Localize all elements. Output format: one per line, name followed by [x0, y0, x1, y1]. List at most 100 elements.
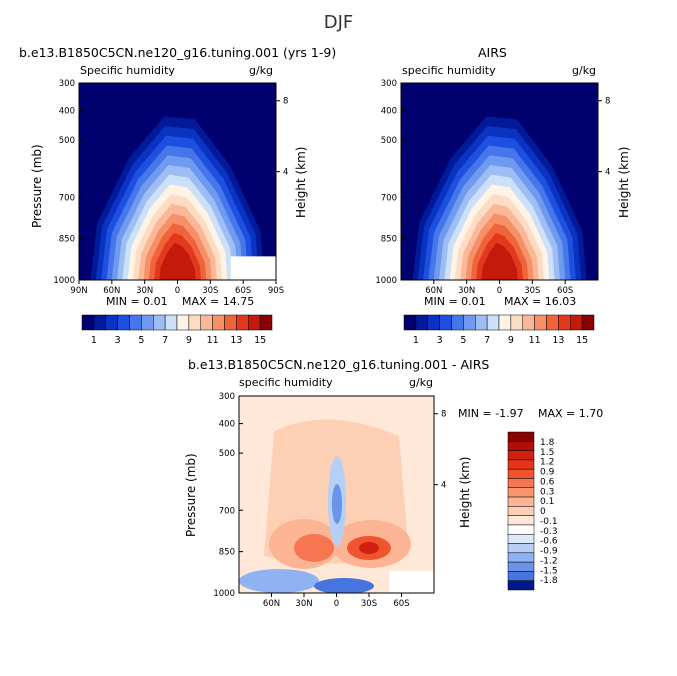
panel3-variable: specific humidity: [239, 376, 333, 389]
colorbar-label: -0.1: [540, 517, 558, 527]
colorbar-panel2: 1 3 5 7 9 11 13 15: [403, 314, 595, 346]
x-tick-label: 30S: [361, 599, 377, 609]
colorbar-swatch: [507, 561, 535, 572]
x-tick-label: 30N: [295, 599, 312, 609]
y-tick-label: 500: [219, 449, 235, 459]
colorbar-label: 5: [460, 335, 466, 346]
y2-tick-label: 8: [441, 410, 446, 420]
colorbar-label: -0.3: [540, 527, 558, 537]
x-tick-label: 60N: [425, 286, 442, 296]
colorbar-swatch: [212, 314, 225, 331]
y-tick-label: 850: [381, 235, 397, 245]
colorbar-label: -1.5: [540, 566, 558, 576]
colorbar-swatch: [141, 314, 154, 331]
colorbar-swatch: [200, 314, 213, 331]
panel1-max: MAX = 14.75: [182, 295, 255, 308]
colorbar-swatch: [427, 314, 440, 331]
colorbar-swatch: [522, 314, 535, 331]
panel2-min: MIN = 0.01: [424, 295, 486, 308]
y-tick-label: 400: [59, 107, 75, 117]
colorbar-swatch: [129, 314, 142, 331]
x-tick-label: 60N: [263, 599, 280, 609]
colorbar-swatch: [570, 314, 583, 331]
colorbar-swatch: [507, 478, 535, 489]
y-tick-label: 850: [59, 235, 75, 245]
colorbar-swatch: [463, 314, 476, 331]
colorbar-swatch: [451, 314, 464, 331]
panel3-max: MAX = 1.70: [538, 407, 604, 420]
colorbar-swatch: [415, 314, 428, 331]
colorbar-panel3: 1.81.51.20.90.60.30.10-0.1-0.3-0.6-0.9-1…: [507, 431, 558, 591]
colorbar-label: 3: [115, 335, 121, 346]
colorbar-swatch: [507, 459, 535, 470]
y2-tick-label: 4: [441, 481, 446, 491]
colorbar-swatch: [558, 314, 571, 331]
colorbar-swatch: [248, 314, 261, 331]
colorbar-label: -1.8: [540, 576, 558, 586]
contour-level: [481, 242, 518, 280]
colorbar-swatch: [486, 314, 500, 331]
colorbar-label: 0.3: [540, 487, 554, 497]
x-tick-label: 90S: [268, 286, 284, 296]
colorbar-swatch: [153, 314, 166, 331]
colorbar-label: 7: [162, 335, 168, 346]
contour-level: [359, 542, 379, 554]
colorbar-swatch: [507, 468, 535, 479]
panel1-plot: [78, 82, 277, 281]
y-tick-label: 400: [381, 107, 397, 117]
x-tick-label: 0: [175, 286, 180, 296]
colorbar-label: -1.2: [540, 556, 558, 566]
difference-field: [239, 396, 434, 593]
colorbar-swatch: [439, 314, 452, 331]
y-tick-label: 300: [381, 79, 397, 89]
x-tick-label: 60S: [393, 599, 409, 609]
x-tick-label: 60S: [235, 286, 251, 296]
colorbar-label: 15: [576, 335, 588, 346]
missing-data: [389, 571, 434, 593]
colorbar-swatch: [507, 487, 535, 498]
panel2-title: AIRS: [478, 45, 507, 60]
x-tick-label: 60S: [557, 286, 573, 296]
humidity-field: [79, 83, 276, 280]
colorbar-swatch: [224, 314, 237, 331]
x-tick-label: 90N: [70, 286, 87, 296]
colorbar-label: 13: [552, 335, 564, 346]
panel1-title: b.e13.B1850C5CN.ne120_g16.tuning.001 (yr…: [19, 45, 337, 60]
y-tick-label: 700: [59, 193, 75, 203]
colorbar-swatch: [507, 543, 535, 554]
x-tick-label: 30S: [202, 286, 218, 296]
panel3-units: g/kg: [409, 376, 434, 389]
missing-data: [230, 256, 276, 280]
y-tick-label: 700: [381, 193, 397, 203]
colorbar-label: 11: [207, 335, 219, 346]
x-tick-label: 60N: [103, 286, 120, 296]
colorbar-label: -0.9: [540, 547, 558, 557]
colorbar-label: 1.8: [540, 438, 555, 448]
panel1-min: MIN = 0.01: [106, 295, 168, 308]
colorbar-swatch: [510, 314, 523, 331]
colorbar-swatch: [546, 314, 559, 331]
colorbar-swatch: [475, 314, 488, 331]
panel3-min: MIN = -1.97: [458, 407, 524, 420]
y-tick-label: 400: [219, 420, 235, 430]
colorbar-label: 1: [91, 335, 97, 346]
contour-level: [294, 534, 334, 562]
colorbar-swatch: [507, 580, 535, 591]
panel1-units: g/kg: [249, 64, 274, 77]
panel3-title: b.e13.B1850C5CN.ne120_g16.tuning.001 - A…: [188, 357, 490, 372]
colorbar-label: 9: [186, 335, 192, 346]
colorbar-swatch: [105, 314, 118, 331]
x-tick-label: 30N: [458, 286, 475, 296]
colorbar-label: 13: [230, 335, 242, 346]
colorbar-label: 1.2: [540, 458, 554, 468]
colorbar-swatch: [259, 314, 273, 331]
colorbar-panel1: 1 3 5 7 9 11 13 15: [81, 314, 273, 346]
colorbar-swatch: [81, 314, 95, 331]
x-tick-label: 0: [497, 286, 502, 296]
contour-level: [159, 242, 196, 280]
colorbar-label: 0.1: [540, 497, 554, 507]
colorbar-label: 3: [437, 335, 443, 346]
colorbar-swatch: [507, 552, 535, 563]
colorbar-label: 5: [138, 335, 144, 346]
